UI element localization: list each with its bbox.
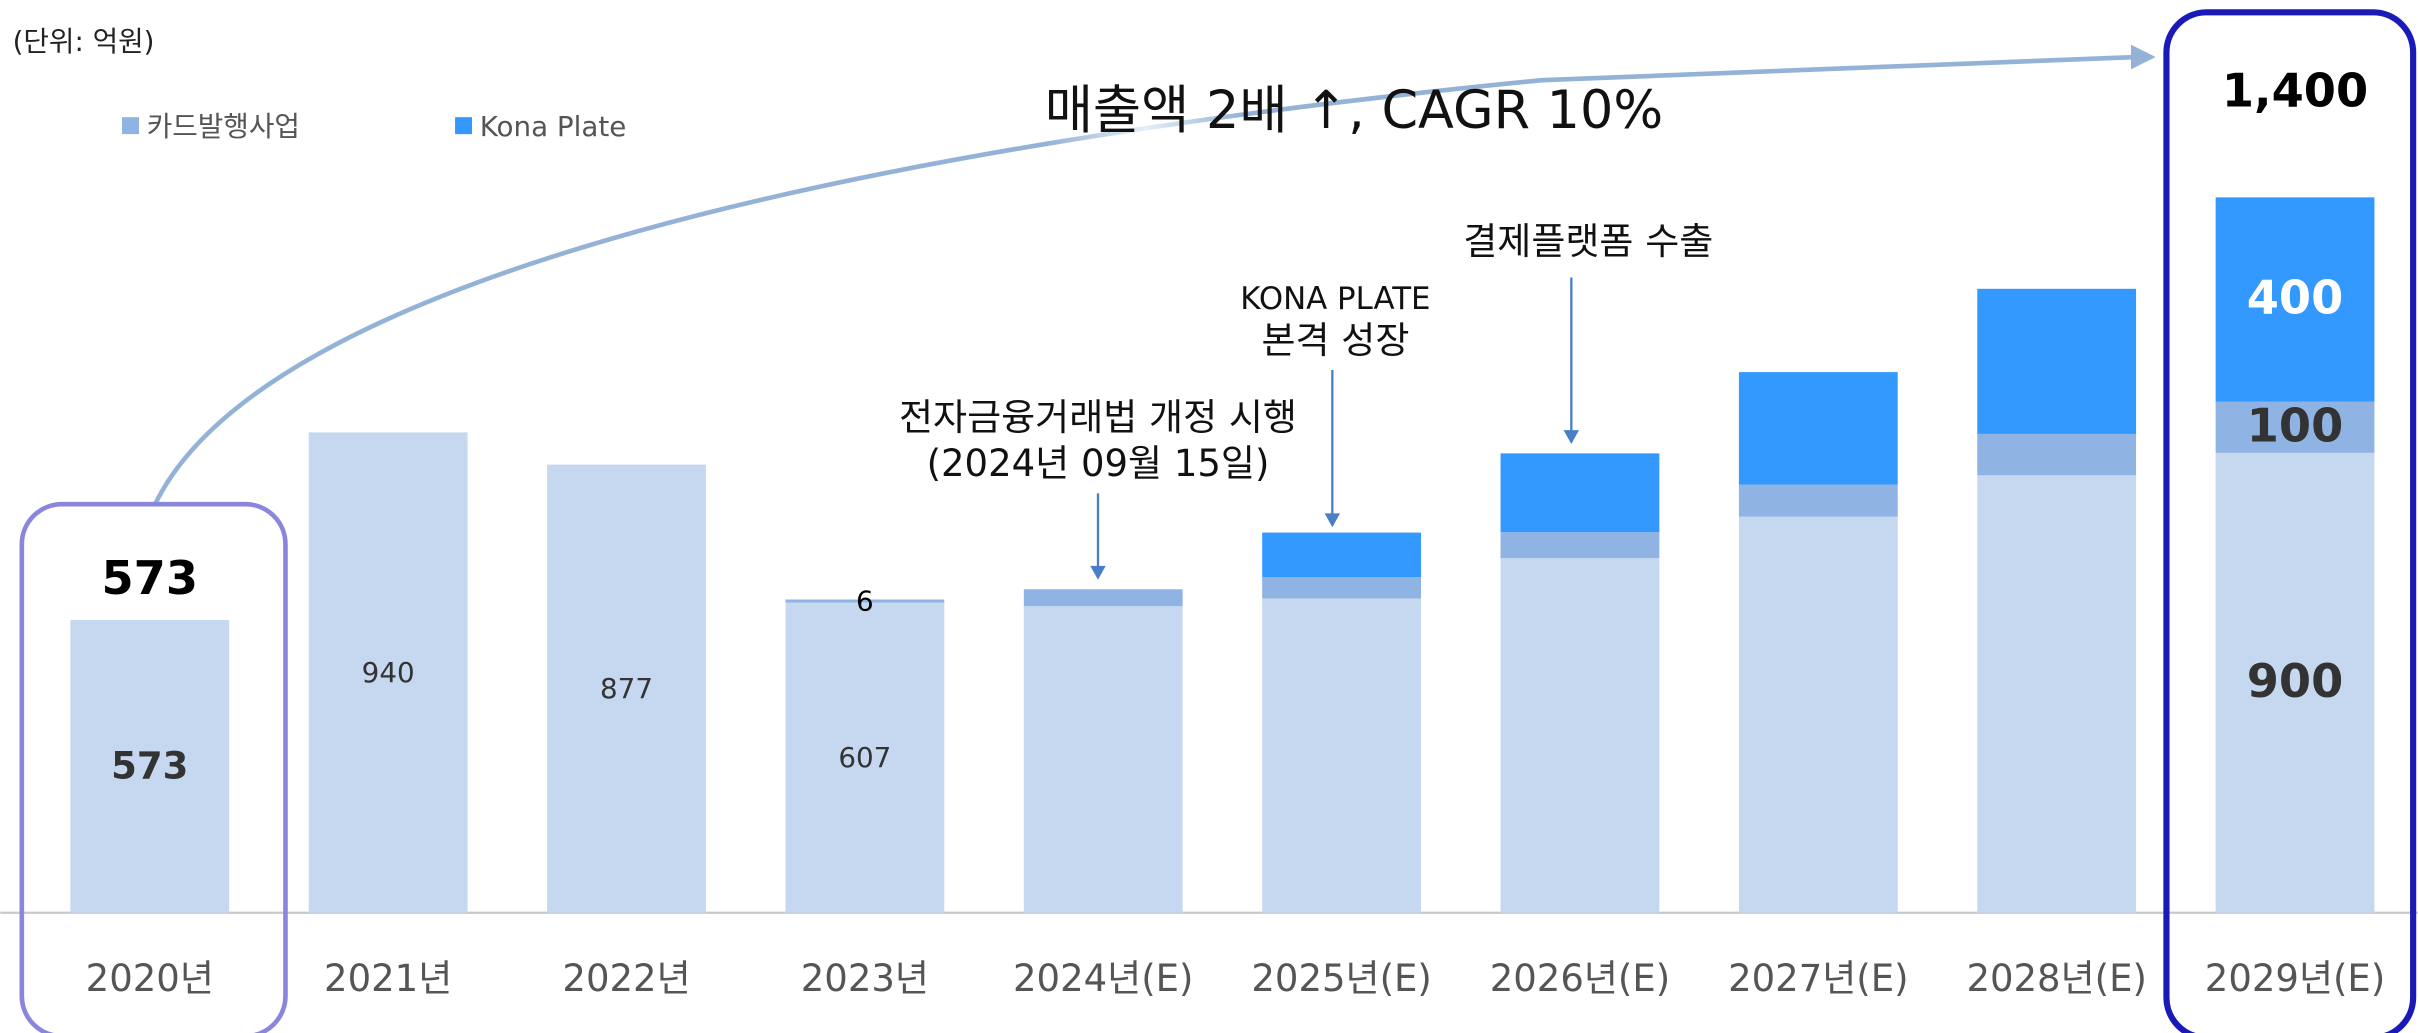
bar-segment	[1738, 516, 1898, 913]
callout-arrow-head	[1090, 565, 1106, 580]
value-label: 940	[362, 656, 415, 689]
callout-text: 전자금융거래법 개정 시행	[899, 396, 1297, 439]
x-tick-label: 2024년(E)	[1013, 957, 1193, 1000]
value-label: 400	[2247, 271, 2344, 325]
bar-segment	[1738, 372, 1898, 485]
bar-segment	[1977, 433, 2137, 476]
bar-segment	[1738, 484, 1898, 517]
x-tick-label: 2029년(E)	[2205, 957, 2385, 1000]
bar-segment	[308, 432, 468, 913]
unit-label: (단위: 억원)	[13, 25, 155, 58]
x-tick-label: 2022년	[562, 957, 690, 1000]
bar-segment	[1500, 453, 1660, 533]
value-label: 573	[111, 744, 188, 787]
legend-label: Kona Plate	[480, 110, 627, 143]
legend-swatch	[455, 117, 473, 135]
bar-segment	[1023, 589, 1183, 607]
bar-segment	[70, 619, 230, 913]
bar-segment	[785, 602, 945, 913]
highlight-2020	[19, 501, 288, 1033]
highlight-2029	[2163, 9, 2417, 1033]
growth-arrow	[152, 54, 2136, 507]
bar-segment	[2215, 197, 2375, 402]
bar-segment	[1262, 577, 1421, 599]
bar-segment	[1500, 532, 1660, 559]
x-tick-label: 2020년	[86, 957, 214, 1000]
callout-text: KONA PLATE	[1240, 281, 1430, 317]
x-tick-label: 2027년(E)	[1728, 957, 1908, 1000]
x-tick-label: 2026년(E)	[1490, 957, 1670, 1000]
callout-text: 본격 성장	[1261, 319, 1409, 362]
total-label: 1,400	[2222, 64, 2368, 118]
bar-segment	[1500, 558, 1660, 913]
x-tick-label: 2025년(E)	[1251, 957, 1431, 1000]
callout-text: 결제플랫폼 수출	[1463, 220, 1713, 263]
headline: 매출액 2배 ↑, CAGR 10%	[1045, 80, 1663, 141]
bar-segment	[2215, 401, 2375, 453]
bar-segment	[2215, 452, 2375, 913]
bar-segment	[547, 464, 706, 913]
callout-text: (2024년 09월 15일)	[927, 442, 1270, 485]
value-label: 100	[2247, 398, 2344, 452]
x-tick-label: 2021년	[324, 957, 452, 1000]
x-tick-label: 2023년	[801, 957, 929, 1000]
total-label: 573	[102, 551, 199, 605]
bar-segment	[1262, 532, 1421, 578]
value-label: 6	[856, 585, 874, 618]
value-label: 607	[838, 741, 891, 774]
bar-segment	[1023, 606, 1183, 913]
legend-swatch	[122, 117, 139, 135]
x-tick-label: 2028년(E)	[1966, 957, 2146, 1000]
bar-segment	[1977, 475, 2137, 913]
bar-segment	[1262, 598, 1421, 913]
bar-segment	[785, 599, 945, 603]
legend-label: 카드발행사업	[147, 110, 300, 143]
callout-arrow-head	[1563, 430, 1580, 445]
value-label: 900	[2247, 654, 2344, 708]
bar-segment	[1977, 288, 2137, 434]
callout-arrow-head	[1324, 513, 1341, 528]
growth-arrow-head	[2130, 44, 2156, 70]
value-label: 877	[600, 672, 653, 705]
